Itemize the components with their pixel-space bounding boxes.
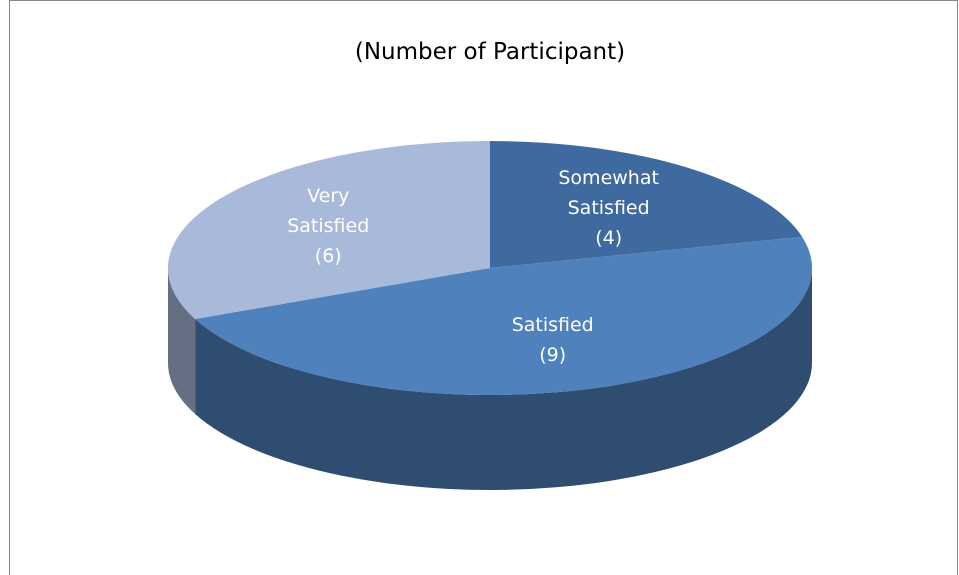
slice-category: Very Satisfied [287,185,370,238]
pie-slice [195,236,813,395]
slice-label: Satisfied (9) [488,310,618,370]
pie-slice [490,141,803,268]
pie-side [195,268,813,490]
slice-value: (6) [314,245,342,268]
slice-label: Very Satisfied (6) [263,181,393,271]
chart-title: (Number of Participant) [354,39,626,65]
slice-label: Somewhat Satisfied (4) [544,163,674,253]
pie-side [168,268,196,415]
slice-category: Somewhat Satisfied [558,166,659,219]
pie-slice [167,141,490,320]
slice-value: (9) [539,344,567,367]
slice-category: Satisfied [511,314,594,337]
slice-value: (4) [595,226,623,249]
